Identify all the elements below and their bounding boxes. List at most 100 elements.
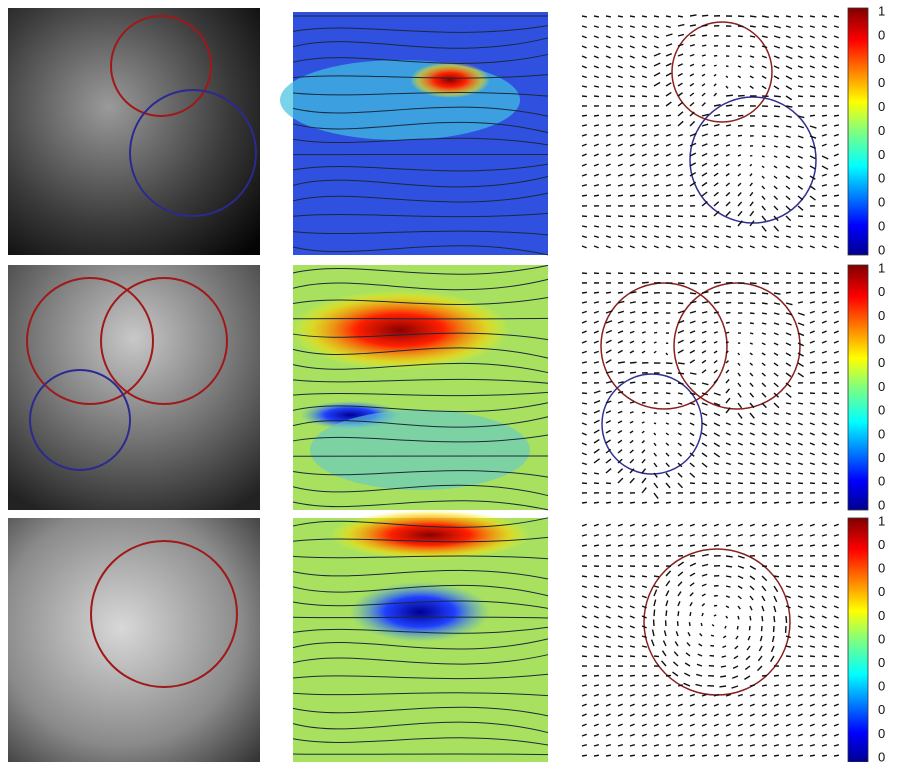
vector-arrow [725, 565, 733, 568]
vector-arrow [605, 439, 612, 444]
vector-arrow [725, 201, 731, 207]
vector-arrow [785, 75, 793, 80]
vector-arrow [689, 245, 695, 249]
vector-arrow [749, 422, 755, 426]
vector-arrow [605, 359, 612, 364]
vector-arrow [617, 55, 623, 59]
streamline [292, 753, 549, 756]
streamline [292, 378, 549, 384]
vector-arrow [749, 15, 757, 18]
vector-arrow [641, 173, 647, 177]
vector-arrow [749, 173, 753, 177]
vector-arrow [713, 201, 720, 207]
vector-arrow [797, 342, 805, 347]
vector-arrow [713, 133, 720, 137]
vector-arrow [833, 184, 840, 187]
vector-arrow [617, 225, 624, 228]
vector-arrow [593, 194, 600, 197]
vector-arrow [761, 595, 766, 602]
vector-arrow [641, 674, 648, 677]
vector-arrow [797, 655, 804, 658]
vector-arrow [821, 713, 827, 717]
vector-arrow [833, 635, 839, 639]
vector-arrow [749, 575, 756, 581]
vector-arrow [699, 632, 703, 637]
vector-arrow [761, 235, 767, 239]
vector-arrow [833, 754, 840, 757]
vector-arrow [809, 235, 815, 239]
vector-arrow [833, 412, 839, 416]
vector-arrow [785, 135, 791, 139]
vector-arrow [713, 402, 721, 407]
vector-arrow [749, 312, 755, 315]
vector-arrow [641, 754, 648, 757]
vector-arrow [605, 468, 612, 474]
vector-arrow [713, 452, 721, 458]
vector-arrow [665, 82, 672, 87]
vector-arrow [665, 533, 671, 537]
vector-arrow [605, 693, 611, 697]
vector-arrow [833, 75, 839, 79]
vector-arrow [809, 145, 816, 150]
vector-arrow [761, 205, 766, 211]
vector-arrow [593, 723, 599, 727]
vector-arrow [809, 625, 815, 629]
vector-arrow [689, 754, 696, 757]
vector-arrow [701, 402, 708, 406]
vector-arrow [749, 322, 754, 325]
vector-arrow [725, 533, 731, 537]
vector-arrow [713, 92, 718, 97]
vector-arrow [833, 35, 839, 39]
vector-arrow [821, 361, 828, 364]
vector-arrow [617, 733, 623, 737]
vector-arrow [593, 523, 599, 527]
vector-arrow [809, 75, 815, 79]
vector-arrow [761, 684, 768, 687]
colorbar-label: 0 [878, 450, 885, 465]
vector-arrow [725, 235, 731, 239]
vector-arrow [593, 419, 600, 424]
vector-arrow [662, 640, 667, 647]
vector-arrow [773, 342, 779, 346]
vector-arrow [617, 35, 623, 39]
vector-arrow [641, 65, 647, 69]
vector-arrow [641, 645, 648, 648]
vector-arrow [653, 462, 658, 468]
vector-arrow [677, 601, 681, 607]
vector-arrow [833, 245, 839, 249]
vector-arrow [797, 225, 804, 228]
vector-arrow [744, 675, 751, 680]
vector-arrow [773, 533, 779, 537]
vector-arrow [749, 65, 754, 69]
vector-arrow [701, 713, 707, 717]
vector-arrow [617, 85, 624, 88]
vector-arrow [749, 201, 754, 207]
vector-arrow [821, 533, 827, 537]
vector-arrow [701, 472, 708, 475]
vector-arrow [653, 15, 660, 18]
streamline [292, 296, 549, 306]
vector-arrow [737, 15, 745, 18]
vector-arrow [821, 462, 827, 466]
vector-arrow [617, 143, 623, 147]
vector-arrow [737, 693, 743, 697]
vector-arrow [617, 430, 623, 434]
vector-arrow [821, 143, 827, 147]
vector-arrow [749, 565, 757, 570]
vector-arrow [701, 64, 706, 67]
vector-arrow [809, 175, 816, 180]
vector-arrow [674, 641, 679, 647]
vector-arrow [749, 432, 755, 436]
vector-arrow [593, 693, 599, 697]
vector-arrow [641, 321, 647, 324]
vector-arrow [581, 462, 587, 466]
vector-arrow [761, 25, 769, 29]
vector-arrow [797, 75, 803, 79]
vector-arrow [581, 655, 588, 658]
vector-arrow [677, 63, 683, 67]
vector-arrow [809, 723, 815, 727]
vector-arrow [641, 713, 647, 717]
vector-arrow [833, 320, 839, 324]
vector-arrow [797, 442, 803, 446]
vector-arrow [737, 432, 743, 436]
